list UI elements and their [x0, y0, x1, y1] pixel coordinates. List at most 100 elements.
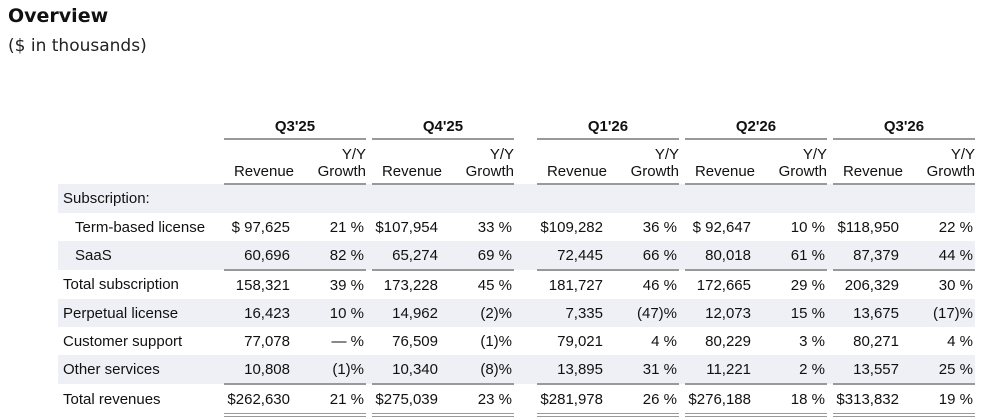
- revenue-cell: 79,021: [557, 332, 603, 350]
- table-row: Customer support 77,078 — % 76,509 (1)% 79,02…: [58, 327, 975, 355]
- column-gap: [514, 114, 537, 139]
- page-title: Overview: [8, 5, 109, 27]
- growth-cell: 22 %: [938, 218, 973, 236]
- column-gap: [827, 299, 833, 327]
- growth-column-header: Y/Y Growth: [611, 139, 679, 185]
- revenue-cell: 158,321: [235, 276, 290, 294]
- column-gap: [514, 384, 537, 415]
- revenue-cell: $276,188: [685, 384, 759, 417]
- growth-cell: 21 %: [329, 218, 364, 236]
- quarter-header: Q2'26: [685, 114, 827, 140]
- column-gap: [366, 299, 372, 327]
- revenue-cell: 13,675: [833, 299, 907, 327]
- row-label: Term-based license: [75, 218, 206, 236]
- growth-cell: (2)%: [446, 299, 514, 327]
- row-label: Total revenues: [63, 391, 161, 408]
- row-label: Customer support: [63, 332, 183, 350]
- growth-column-header: Y/Y Growth: [446, 139, 514, 185]
- revenue-overview-table: Q3'25 Q4'25 Q1'26 Q2'26 Q3'26 Revenue Y/Y Growt…: [58, 114, 975, 417]
- quarter-header-row: Q3'25 Q4'25 Q1'26 Q2'26 Q3'26: [58, 114, 975, 140]
- revenue-cell: 13,895: [537, 355, 611, 385]
- revenue-cell: $118,950: [837, 218, 899, 236]
- column-gap: [514, 139, 537, 184]
- growth-cell: 10 %: [298, 299, 366, 327]
- growth-cell: 30 %: [938, 276, 973, 294]
- revenue-cell: 65,274: [372, 241, 446, 271]
- growth-cell: 31 %: [611, 355, 679, 385]
- revenue-cell: $107,954: [375, 218, 438, 236]
- revenue-cell: 87,379: [833, 241, 907, 271]
- table-row: Other services 10,808 (1)% 10,340 (8)% 13,895…: [58, 355, 975, 385]
- growth-cell: 26 %: [611, 384, 679, 417]
- revenue-cell: $262,630: [224, 384, 298, 417]
- row-label: Other services: [58, 355, 224, 384]
- growth-cell: 69 %: [446, 241, 514, 271]
- revenue-cell: 173,228: [383, 276, 438, 294]
- column-header-row: Revenue Y/Y Growth Revenue Y/Y Growth Revenue Y…: [58, 139, 975, 185]
- revenue-column-header: Revenue: [685, 139, 759, 185]
- column-gap: [514, 241, 537, 270]
- growth-cell: 61 %: [759, 241, 827, 271]
- table-row: SaaS 60,696 82 % 65,274 69 % 72,445 66 % 80,018…: [58, 241, 975, 271]
- growth-column-header: Y/Y Growth: [298, 139, 366, 185]
- revenue-cell: 80,229: [705, 332, 751, 350]
- growth-cell: 19 %: [907, 384, 975, 417]
- column-gap: [514, 327, 537, 355]
- section-label: Subscription:: [58, 184, 224, 213]
- row-label: SaaS: [58, 241, 224, 270]
- growth-column-header: Y/Y Growth: [907, 139, 975, 185]
- revenue-cell: 206,329: [844, 276, 899, 294]
- growth-cell: 15 %: [759, 299, 827, 327]
- growth-cell: 4 %: [947, 332, 973, 350]
- revenue-cell: 181,727: [548, 276, 603, 294]
- column-gap: [679, 299, 685, 327]
- growth-cell: 82 %: [298, 241, 366, 271]
- table-row: Perpetual license 16,423 10 % 14,962 (2)% 7,3…: [58, 299, 975, 327]
- column-gap: [514, 355, 537, 384]
- revenue-cell: $109,282: [540, 218, 603, 236]
- revenue-cell: 16,423: [224, 299, 298, 327]
- growth-cell: — %: [331, 332, 364, 350]
- growth-column-header: Y/Y Growth: [759, 139, 827, 185]
- revenue-column-header: Revenue: [372, 139, 446, 185]
- revenue-cell: 80,271: [853, 332, 899, 350]
- growth-cell: 3 %: [799, 332, 825, 350]
- table-row: Term-based license $ 97,625 21 % $107,954 33…: [58, 213, 975, 241]
- revenue-cell: 80,018: [685, 241, 759, 271]
- growth-cell: 44 %: [907, 241, 975, 271]
- growth-cell: (17)%: [907, 299, 975, 327]
- column-gap: [514, 270, 537, 299]
- growth-cell: 2 %: [759, 355, 827, 385]
- revenue-cell: $313,832: [833, 384, 907, 417]
- column-gap: [679, 241, 685, 270]
- revenue-cell: 7,335: [537, 299, 611, 327]
- row-label: Total subscription: [63, 276, 179, 293]
- revenue-cell: 10,340: [372, 355, 446, 385]
- growth-cell: 39 %: [329, 276, 364, 294]
- growth-cell: 25 %: [907, 355, 975, 385]
- growth-cell: 46 %: [642, 276, 677, 294]
- revenue-cell: $ 92,647: [692, 218, 751, 236]
- revenue-column-header: Revenue: [537, 139, 611, 185]
- quarter-header: Q1'26: [537, 114, 679, 140]
- column-gap: [514, 213, 537, 241]
- column-gap: [366, 184, 372, 213]
- revenue-cell: 172,665: [696, 276, 751, 294]
- growth-cell: 45 %: [477, 276, 512, 294]
- growth-cell: (1)%: [298, 355, 366, 385]
- revenue-cell: 13,557: [833, 355, 907, 385]
- growth-cell: 66 %: [611, 241, 679, 271]
- growth-cell: (8)%: [446, 355, 514, 385]
- quarter-header: Q3'26: [833, 114, 975, 140]
- table-row: Total subscription 158,321 39 % 173,228 45 %…: [58, 270, 975, 299]
- revenue-cell: $275,039: [372, 384, 446, 417]
- revenue-cell: 14,962: [372, 299, 446, 327]
- table-row: Total revenues $262,630 21 % $275,039 23 % $2…: [58, 384, 975, 417]
- page-subtitle: ($ in thousands): [8, 36, 147, 56]
- section-row: Subscription:: [58, 184, 975, 213]
- revenue-cell: 76,509: [392, 332, 438, 350]
- growth-cell: 21 %: [298, 384, 366, 417]
- revenue-cell: 72,445: [537, 241, 611, 271]
- growth-cell: 29 %: [790, 276, 825, 294]
- revenue-cell: 11,221: [685, 355, 759, 385]
